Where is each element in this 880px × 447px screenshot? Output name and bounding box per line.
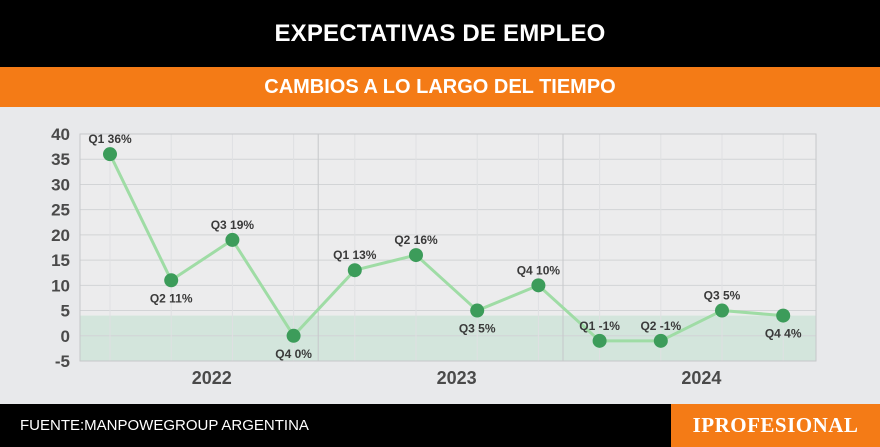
shaded-band [80, 315, 816, 361]
data-point [103, 147, 117, 162]
series-line [108, 153, 784, 343]
data-point [164, 273, 179, 288]
data-point [286, 328, 301, 343]
data-label: Q2 -1% [640, 319, 681, 333]
data-label: Q3 5% [459, 322, 496, 336]
data-label: Q1 -1% [579, 319, 620, 333]
y-tick-label: 30 [51, 175, 70, 194]
data-label: Q3 5% [704, 289, 741, 303]
chart-title: EXPECTATIVAS DE EMPLEO [0, 0, 880, 67]
data-point [347, 263, 362, 278]
data-label: Q4 0% [275, 347, 312, 361]
x-year-label: 2024 [681, 368, 721, 388]
y-tick-label: 0 [61, 327, 70, 346]
data-label: Q3 19% [211, 218, 255, 232]
data-label: Q1 13% [333, 248, 377, 262]
y-tick-label: 25 [51, 201, 70, 220]
y-tick-label: -5 [55, 352, 70, 371]
data-point [653, 333, 668, 348]
source-note: FUENTE:MANPOWEGROUP ARGENTINA [20, 417, 309, 434]
footer-bar: FUENTE:MANPOWEGROUP ARGENTINA IPROFESION… [0, 404, 880, 447]
data-point [715, 303, 729, 318]
x-year-label: 2022 [192, 368, 232, 388]
data-point [409, 248, 423, 263]
y-tick-label: 5 [61, 302, 70, 321]
data-point [531, 278, 546, 293]
y-tick-label: 35 [51, 150, 70, 169]
brand-logo: IPROFESIONAL [671, 404, 880, 447]
data-label: Q1 36% [88, 132, 132, 146]
y-tick-label: 10 [51, 276, 70, 295]
data-point [776, 308, 791, 323]
data-label: Q4 4% [765, 327, 802, 341]
y-tick-label: 20 [51, 226, 70, 245]
data-point [592, 333, 607, 348]
chart-subtitle: CAMBIOS A LO LARGO DEL TIEMPO [0, 67, 880, 107]
data-label: Q2 16% [394, 233, 438, 247]
data-label: Q4 10% [517, 263, 561, 277]
line-chart: 40 35 30 25 20 15 10 5 0 -5 2022 2023 2024 Q1 36% Q2 1… [51, 125, 817, 388]
data-point [225, 232, 240, 247]
data-point [470, 303, 485, 318]
x-year-label: 2023 [437, 368, 477, 388]
data-label: Q2 11% [150, 291, 193, 305]
y-tick-label: 15 [51, 251, 70, 270]
y-tick-label: 40 [51, 125, 70, 144]
plot-border [79, 133, 817, 362]
